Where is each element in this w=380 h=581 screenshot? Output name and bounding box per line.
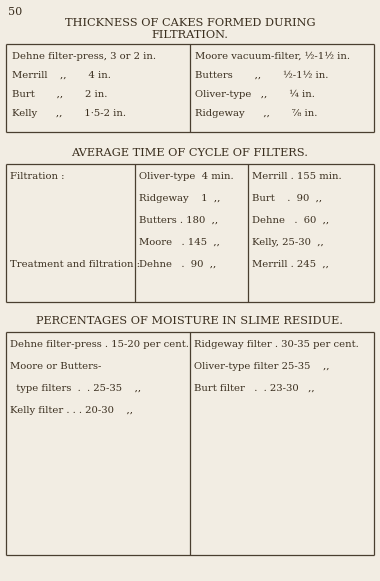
Text: Dehne filter-press . 15-20 per cent.: Dehne filter-press . 15-20 per cent. (10, 340, 189, 349)
Text: Burt       ,,       2 in.: Burt ,, 2 in. (12, 90, 108, 99)
Text: Dehne filter-press, 3 or 2 in.: Dehne filter-press, 3 or 2 in. (12, 52, 156, 61)
Text: Dehne   .  90  ,,: Dehne . 90 ,, (139, 260, 216, 269)
Text: PERCENTAGES OF MOISTURE IN SLIME RESIDUE.: PERCENTAGES OF MOISTURE IN SLIME RESIDUE… (36, 316, 344, 326)
Text: Ridgeway    1  ,,: Ridgeway 1 ,, (139, 194, 220, 203)
Text: Filtration :: Filtration : (10, 172, 65, 181)
Text: Kelly      ,,       1·5-2 in.: Kelly ,, 1·5-2 in. (12, 109, 126, 118)
Text: Dehne   .  60  ,,: Dehne . 60 ,, (252, 216, 329, 225)
Text: FILTRATION.: FILTRATION. (152, 30, 228, 40)
Text: Ridgeway filter . 30-35 per cent.: Ridgeway filter . 30-35 per cent. (194, 340, 359, 349)
Text: Treatment and filtration :: Treatment and filtration : (10, 260, 140, 269)
Text: Merrill . 155 min.: Merrill . 155 min. (252, 172, 342, 181)
Text: type filters  .  . 25-35    ,,: type filters . . 25-35 ,, (10, 384, 141, 393)
Text: Butters . 180  ,,: Butters . 180 ,, (139, 216, 218, 225)
Text: Butters       ,,       ½-1½ in.: Butters ,, ½-1½ in. (195, 71, 328, 80)
Text: Merrill . 245  ,,: Merrill . 245 ,, (252, 260, 329, 269)
Text: Merrill    ,,       4 in.: Merrill ,, 4 in. (12, 71, 111, 80)
Text: Burt filter   .  . 23-30   ,,: Burt filter . . 23-30 ,, (194, 384, 315, 393)
Text: Oliver-type filter 25-35    ,,: Oliver-type filter 25-35 ,, (194, 362, 329, 371)
Text: Burt    .  90  ,,: Burt . 90 ,, (252, 194, 322, 203)
Text: Moore   . 145  ,,: Moore . 145 ,, (139, 238, 220, 247)
Text: Moore or Butters-: Moore or Butters- (10, 362, 101, 371)
Text: Kelly, 25-30  ,,: Kelly, 25-30 ,, (252, 238, 324, 247)
Text: Ridgeway      ,,       ⅞ in.: Ridgeway ,, ⅞ in. (195, 109, 317, 118)
Text: Kelly filter . . . 20-30    ,,: Kelly filter . . . 20-30 ,, (10, 406, 133, 415)
Text: Moore vacuum-filter, ½-1½ in.: Moore vacuum-filter, ½-1½ in. (195, 52, 350, 61)
Text: AVERAGE TIME OF CYCLE OF FILTERS.: AVERAGE TIME OF CYCLE OF FILTERS. (71, 148, 309, 158)
Text: 50: 50 (8, 7, 22, 17)
Text: THICKNESS OF CAKES FORMED DURING: THICKNESS OF CAKES FORMED DURING (65, 18, 315, 28)
Text: Oliver-type  4 min.: Oliver-type 4 min. (139, 172, 234, 181)
Text: Oliver-type   ,,       ¼ in.: Oliver-type ,, ¼ in. (195, 90, 315, 99)
